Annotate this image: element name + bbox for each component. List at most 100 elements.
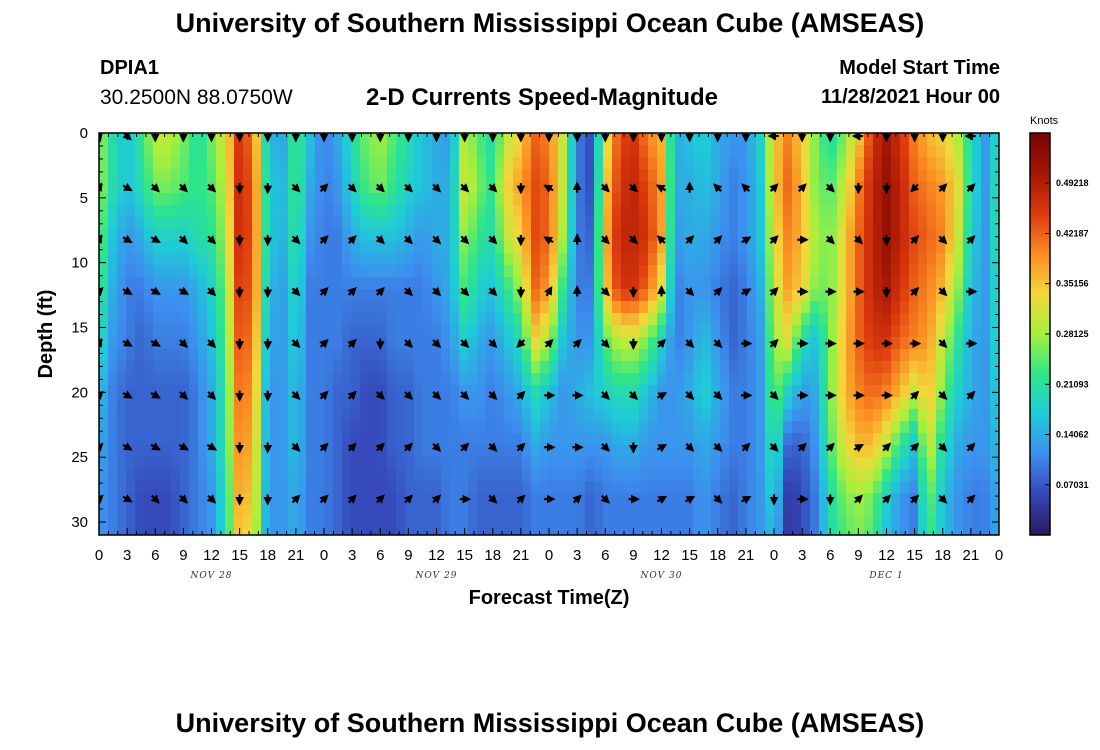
heatmap-cell [504,529,514,535]
heatmap-cell [963,505,973,518]
heatmap-cell [594,289,604,302]
heatmap-cell [540,205,550,218]
heatmap-cell [324,505,334,518]
heatmap-cell [234,481,244,494]
heatmap-cell [279,385,289,398]
heatmap-cell [396,409,406,422]
heatmap-cell [126,205,136,218]
heatmap-cell [360,133,370,146]
heatmap-cell [486,241,496,254]
heatmap-cell [153,397,163,410]
heatmap-cell [414,301,424,314]
heatmap-cell [801,433,811,446]
heatmap-cell [945,169,955,182]
heatmap-cell [459,373,469,386]
heatmap-cell [450,469,460,482]
heatmap-cell [585,181,595,194]
heatmap-cell [972,529,982,535]
heatmap-cell [495,145,505,158]
heatmap-cell [828,481,838,494]
heatmap-cell [927,529,937,535]
heatmap-cell [270,433,280,446]
heatmap-cell [396,253,406,266]
heatmap-cell [531,469,541,482]
heatmap-cell [189,205,199,218]
heatmap-cell [720,193,730,206]
heatmap-cell [612,265,622,278]
heatmap-cell [513,157,523,170]
heatmap-cell [567,445,577,458]
heatmap-cell [558,373,568,386]
heatmap-cell [99,169,109,182]
heatmap-cell [468,313,478,326]
heatmap-cell [558,241,568,254]
heatmap-cell [153,433,163,446]
heatmap-cell [297,493,307,506]
heatmap-cell [324,469,334,482]
heatmap-cell [288,397,298,410]
heatmap-cell [981,217,991,230]
heatmap-cell [225,205,235,218]
heatmap-cell [99,349,109,362]
heatmap-cell [864,433,874,446]
heatmap-cell [891,217,901,230]
heatmap-cell [720,217,730,230]
heatmap-cell [918,493,928,506]
heatmap-cell [774,265,784,278]
heatmap-cell [288,217,298,230]
heatmap-cell [297,313,307,326]
heatmap-cell [216,133,226,146]
heatmap-cell [657,397,667,410]
heatmap-cell [270,349,280,362]
heatmap-cell [774,157,784,170]
heatmap-cell [531,529,541,535]
heatmap-cell [216,325,226,338]
heatmap-cell [333,421,343,434]
heatmap-cell [828,241,838,254]
heatmap-cell [225,133,235,146]
heatmap-cell [216,277,226,290]
heatmap-cell [657,169,667,182]
heatmap-cell [774,505,784,518]
heatmap-cell [936,469,946,482]
heatmap-cell [306,469,316,482]
heatmap-cell [819,337,829,350]
heatmap-cell [765,529,775,535]
heatmap-cell [477,205,487,218]
heatmap-cell [792,373,802,386]
heatmap-cell [648,361,658,374]
heatmap-cell [630,169,640,182]
heatmap-cell [972,157,982,170]
heatmap-cell [621,181,631,194]
heatmap-cell [675,205,685,218]
heatmap-cell [486,205,496,218]
heatmap-cell [441,409,451,422]
heatmap-cell [306,421,316,434]
heatmap-cell [387,337,397,350]
heatmap-cell [405,301,415,314]
heatmap-cell [639,373,649,386]
heatmap-cell [252,241,262,254]
heatmap-cell [981,517,991,530]
current-arrow [966,183,976,193]
heatmap-cell [468,469,478,482]
heatmap-cell [279,181,289,194]
heatmap-cell [792,445,802,458]
heatmap-cell [702,445,712,458]
heatmap-cell [99,133,109,146]
current-arrow [909,286,920,297]
heatmap-cell [774,253,784,266]
heatmap-cell [234,433,244,446]
heatmap-cell [621,469,631,482]
heatmap-cell [297,409,307,422]
heatmap-cell [171,397,181,410]
heatmap-cell [441,217,451,230]
heatmap-cell [819,229,829,242]
heatmap-cell [360,421,370,434]
heatmap-cell [648,241,658,254]
heatmap-cell [918,181,928,194]
heatmap-cell [522,217,532,230]
heatmap-cell [99,205,109,218]
heatmap-cell [450,277,460,290]
heatmap-cell [720,469,730,482]
